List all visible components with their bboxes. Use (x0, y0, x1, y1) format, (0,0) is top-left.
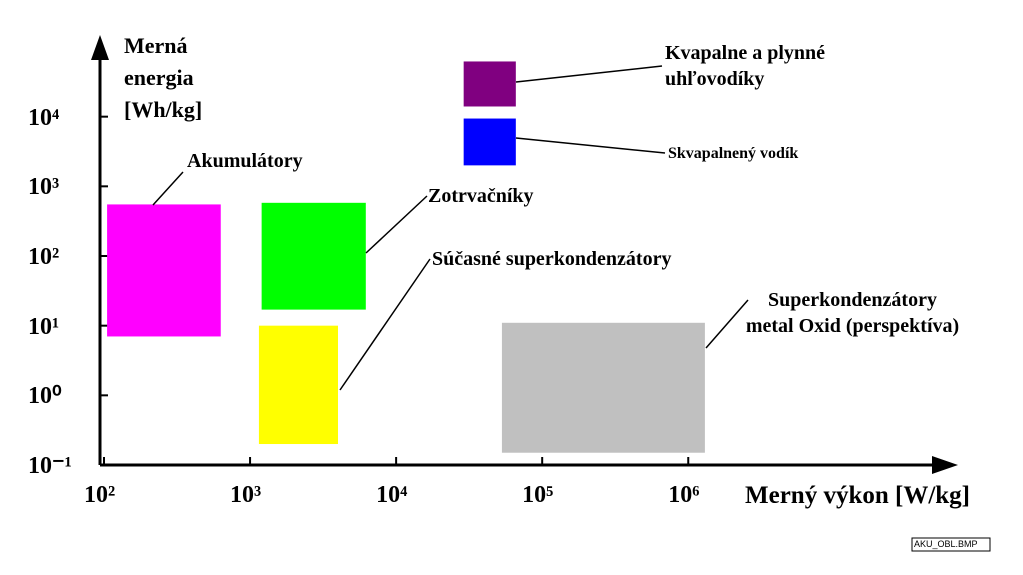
x-axis-arrow (932, 456, 958, 474)
annotation: Súčasné superkondenzátory (432, 248, 672, 270)
y-tick-label: 10¹ (28, 313, 60, 340)
x-tick-label: 10² (84, 482, 116, 508)
range-box (107, 204, 221, 337)
y-tick-label: 10⁰ (28, 383, 62, 410)
y-tick-label: 10³ (28, 174, 60, 201)
x-axis-title: Merný výkon [W/kg] (745, 482, 970, 509)
range-box (463, 118, 516, 166)
x-tick-label: 10⁴ (376, 482, 408, 508)
x-tick-label: 10⁶ (668, 482, 700, 508)
footer: AKU_OBL.BMP (914, 539, 978, 549)
leader-line (365, 195, 428, 254)
footer-box (911, 537, 991, 552)
range-box (463, 61, 516, 107)
y-tick-label: 10⁻¹ (28, 453, 72, 479)
x-tick-label: 10³ (230, 482, 262, 508)
annotation: Zotrvačníky (428, 185, 534, 207)
range-box (501, 322, 705, 453)
leader-line (515, 65, 663, 83)
leader-line (705, 299, 749, 349)
x-tick-label: 10⁵ (522, 482, 554, 508)
annotation: Skvapalnený vodík (668, 145, 799, 162)
annotation: Kvapalne a plynné uhľovodíky (665, 42, 826, 90)
leader-line (515, 137, 666, 154)
range-box (258, 325, 339, 445)
leader-line (339, 258, 431, 391)
y-axis-title: Merná energia [Wh/kg] (124, 33, 203, 122)
y-tick-label: 10⁴ (28, 104, 60, 131)
range-box (261, 202, 366, 310)
y-tick-label: 10² (28, 244, 60, 270)
y-axis-arrow (91, 35, 109, 60)
leader-line (152, 171, 184, 206)
annotation: Superkondenzátory metal Oxid (perspektív… (745, 289, 960, 337)
annotation: Akumulátory (187, 150, 303, 172)
